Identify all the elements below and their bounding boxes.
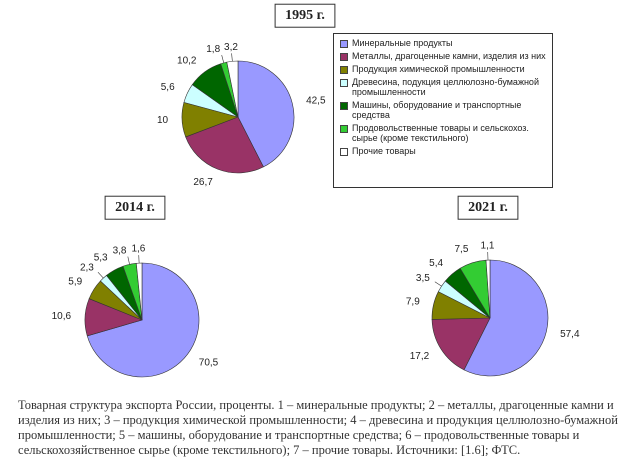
legend-label: Металлы, драгоценные камни, изделия из н… [352, 51, 546, 61]
legend-item: Прочие товары [338, 146, 548, 156]
data-label: 3,5 [416, 273, 430, 284]
chart-title: 1995 г. [285, 8, 325, 23]
data-label: 5,4 [429, 258, 443, 269]
leader-line [231, 53, 233, 62]
data-label: 57,4 [560, 329, 580, 340]
data-label: 2,3 [80, 262, 94, 273]
legend-swatch [340, 53, 348, 61]
leader-line [97, 271, 104, 279]
pie-slice [463, 259, 549, 377]
legend-label: Продукция химической промышленности [352, 64, 525, 74]
legend-swatch [340, 102, 348, 110]
legend-label: Машины, оборудование и транспортные сред… [352, 100, 522, 120]
data-label: 42,5 [306, 95, 326, 106]
data-label: 5,6 [161, 82, 175, 93]
legend-swatch [340, 125, 348, 133]
data-label: 1,6 [131, 244, 145, 255]
legend-swatch [340, 79, 348, 87]
data-label: 17,2 [410, 351, 430, 362]
data-label: 10,6 [52, 311, 72, 322]
legend-swatch [340, 148, 348, 156]
leader-line [221, 55, 225, 63]
pie-slice [185, 116, 264, 174]
data-label: 10 [157, 115, 169, 126]
data-label: 26,7 [193, 177, 213, 188]
legend-label: Продовольственные товары и сельскохоз. с… [352, 123, 529, 143]
legend-label: Древесина, подукция целлюлозно-бумажной … [352, 77, 539, 97]
data-label: 3,8 [113, 245, 127, 256]
title-box [457, 195, 519, 220]
legend-swatch [340, 66, 348, 74]
legend-swatch [340, 40, 348, 48]
data-label: 1,8 [206, 44, 220, 55]
legend-item: Минеральные продукты [338, 38, 548, 48]
legend-item: Продукция химической промышленности [338, 64, 548, 74]
data-label: 5,9 [68, 276, 82, 287]
chart-title: 2014 г. [115, 200, 155, 215]
pie-slice [135, 262, 143, 321]
legend-item: Машины, оборудование и транспортные сред… [338, 100, 548, 120]
legend-label: Минеральные продукты [352, 38, 453, 48]
data-label: 70,5 [199, 357, 219, 368]
data-label: 7,9 [406, 297, 420, 308]
data-label: 3,2 [224, 42, 238, 53]
data-label: 7,5 [454, 244, 468, 255]
data-label: 10,2 [177, 55, 197, 66]
legend-item: Металлы, драгоценные камни, изделия из н… [338, 51, 548, 61]
legend-item: Древесина, подукция целлюлозно-бумажной … [338, 77, 548, 97]
data-label: 1,1 [481, 241, 495, 252]
pie-slice [237, 60, 295, 168]
pie-slice [86, 262, 200, 378]
legend-label: Прочие товары [352, 146, 416, 156]
leader-line [127, 256, 130, 265]
legend-item: Продовольственные товары и сельскохоз. с… [338, 123, 548, 143]
caption: Товарная структура экспорта России, проц… [18, 398, 618, 457]
pie-slice [431, 317, 491, 371]
legend: Минеральные продукты Металлы, драгоценные… [333, 33, 553, 188]
leader-line [434, 281, 442, 287]
chart-title: 2021 г. [468, 200, 508, 215]
data-label: 5,3 [94, 253, 108, 264]
title-box [274, 3, 336, 28]
title-box [104, 195, 166, 220]
